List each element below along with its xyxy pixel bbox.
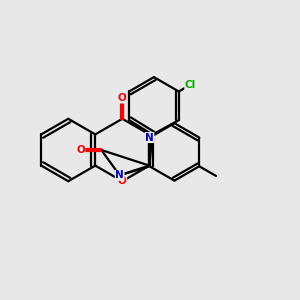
Text: O: O <box>118 176 127 186</box>
Text: N: N <box>115 170 124 180</box>
Text: O: O <box>118 93 127 103</box>
Text: N: N <box>145 133 154 142</box>
Text: Cl: Cl <box>185 80 196 90</box>
Text: O: O <box>76 145 85 155</box>
